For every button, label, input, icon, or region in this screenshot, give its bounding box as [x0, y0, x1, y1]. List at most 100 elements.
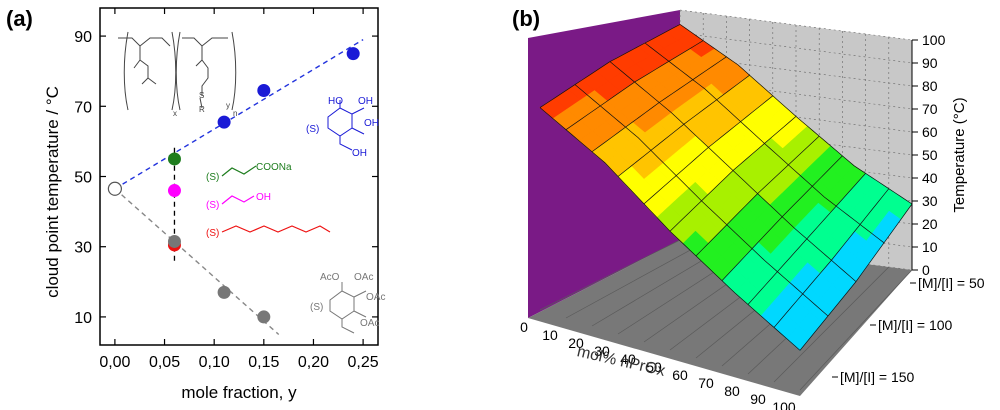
carboxylate-chain — [221, 165, 257, 177]
z-tick-label-b: 10 — [922, 239, 938, 255]
x-axis-label-a: mole fraction, y — [181, 383, 297, 402]
surface-mesh-line — [591, 56, 727, 153]
panel-a-chart: (a) cloud point temperature / °C mole fr… — [6, 6, 385, 402]
y-ticks-b: [M]/[I] = 50 [M]/[I] = 100 [M]/[I] = 150 — [832, 275, 985, 385]
floor-grid-line — [565, 242, 704, 319]
y-tick-label-b: [M]/[I] = 150 — [840, 369, 915, 385]
surface-mesh-line — [669, 116, 797, 232]
y-tick-label-a: 90 — [74, 29, 92, 46]
surface-mesh-line — [747, 173, 866, 305]
y-tick-label-a: 10 — [74, 310, 92, 327]
floor-grid-line — [773, 266, 890, 383]
trend-lines-a — [114, 38, 364, 335]
x-tick-label-a: 0,20 — [298, 354, 329, 371]
polymer-subscript-y: y — [226, 101, 230, 110]
x-tick-label-a: 0,25 — [348, 354, 379, 371]
x-tick-label-a: 0,00 — [99, 354, 130, 371]
y-tick-label-a: 30 — [74, 240, 92, 257]
x-tick-label-b: 20 — [568, 335, 584, 351]
x-ticks-b: 0 10 20 30 40 50 60 70 80 90 100 — [520, 319, 796, 410]
hydroxyethyl-s: (S) — [206, 200, 219, 211]
acetyl-glucose-structure — [329, 282, 367, 334]
start-point — [107, 181, 122, 196]
surface-mesh-line — [799, 203, 913, 351]
z-tick-label-b: 20 — [922, 216, 938, 232]
octyl-s: (S) — [206, 228, 219, 239]
z-tick-label-b: 70 — [922, 101, 938, 117]
x-tick-label-a: 0,05 — [149, 354, 180, 371]
back-grid-line — [679, 78, 913, 110]
carboxylate-coona: COONa — [256, 162, 292, 173]
glucose-ho: HO — [328, 96, 343, 107]
data-point — [257, 83, 271, 97]
y-tick-label-a: 70 — [74, 99, 92, 116]
x-tick-label-b: 0 — [520, 319, 528, 335]
z-tick-label-b: 40 — [922, 170, 938, 186]
x-ticks-a: 0,00 0,05 0,10 0,15 0,20 0,25 — [99, 8, 379, 371]
glucose-oh-1: OH — [358, 96, 373, 107]
trend-line — [114, 38, 364, 190]
surface-mesh-line — [539, 24, 681, 108]
data-point — [217, 115, 231, 129]
panel-b-label: (b) — [512, 6, 540, 31]
panel-b-chart: (b) 0 10 20 30 40 50 60 70 80 90 100 0 10 20 30 40 50 60… — [512, 6, 985, 410]
y-tick-label-b: [M]/[I] = 50 — [918, 275, 985, 291]
carboxylate-s: (S) — [206, 172, 219, 183]
polymer-structure — [118, 31, 237, 111]
glucose-oh-3: OH — [352, 148, 367, 159]
surface-mesh-line — [721, 155, 843, 281]
acetyl-aco: AcO — [320, 272, 340, 283]
surface-mesh-line — [695, 135, 820, 257]
y-tick-label-a: 50 — [74, 170, 92, 187]
z-tick-label-b: 100 — [922, 32, 946, 48]
polymer-subscript-n: n — [233, 109, 237, 118]
y-axis-label-a: cloud point temperature / °C — [43, 86, 62, 298]
x-tick-label-b: 10 — [542, 327, 558, 343]
acetyl-oac-1: OAc — [354, 272, 373, 283]
polymer-sulfur: S — [199, 91, 204, 100]
data-point — [167, 184, 181, 198]
x-tick-label-b: 50 — [646, 359, 662, 375]
x-tick-label-b: 60 — [672, 367, 688, 383]
surface-mesh-line — [773, 188, 890, 328]
z-tick-label-b: 30 — [922, 193, 938, 209]
temperature-surface — [539, 24, 913, 351]
hydroxyethyl-chain — [221, 195, 255, 205]
y-tick-label-b: [M]/[I] = 100 — [878, 317, 953, 333]
acetyl-s: (S) — [310, 302, 323, 313]
back-grid-line — [679, 32, 913, 64]
data-point — [217, 285, 231, 299]
x-tick-label-a: 0,10 — [199, 354, 230, 371]
floor-grid-line — [799, 269, 913, 391]
z-tick-label-b: 0 — [922, 262, 930, 278]
octyl-chain — [221, 225, 331, 233]
z-ticks-b: 0 10 20 30 40 50 60 70 80 90 100 — [911, 32, 946, 278]
z-axis-label-b: Temperature (°C) — [951, 97, 968, 212]
glucose-structure — [327, 100, 365, 151]
plot-frame-a — [99, 7, 379, 346]
z-tick-label-b: 50 — [922, 147, 938, 163]
glucose-oh-2: OH — [364, 118, 379, 129]
x-tick-label-b: 100 — [772, 399, 796, 410]
panel-a-label: (a) — [6, 6, 33, 31]
surface-mesh-line — [565, 40, 704, 130]
surface-mesh-line — [617, 74, 750, 177]
data-point — [257, 310, 271, 324]
data-point — [167, 152, 181, 166]
x-tick-label-b: 80 — [724, 383, 740, 399]
data-point — [167, 234, 181, 248]
x-tick-label-a: 0,15 — [248, 354, 279, 371]
trend-line — [114, 188, 280, 335]
glucose-s: (S) — [306, 124, 319, 135]
polymer-subscript-x: x — [173, 109, 177, 118]
z-tick-label-b: 90 — [922, 55, 938, 71]
x-tick-label-b: 30 — [594, 343, 610, 359]
hydroxyethyl-oh: OH — [256, 192, 271, 203]
data-points-a — [107, 47, 360, 324]
x-tick-label-b: 40 — [620, 351, 636, 367]
acetyl-oac-2: OAc — [366, 292, 385, 303]
data-point — [346, 47, 360, 61]
acetyl-oac-3: OAc — [360, 318, 379, 329]
x-tick-label-b: 70 — [698, 375, 714, 391]
